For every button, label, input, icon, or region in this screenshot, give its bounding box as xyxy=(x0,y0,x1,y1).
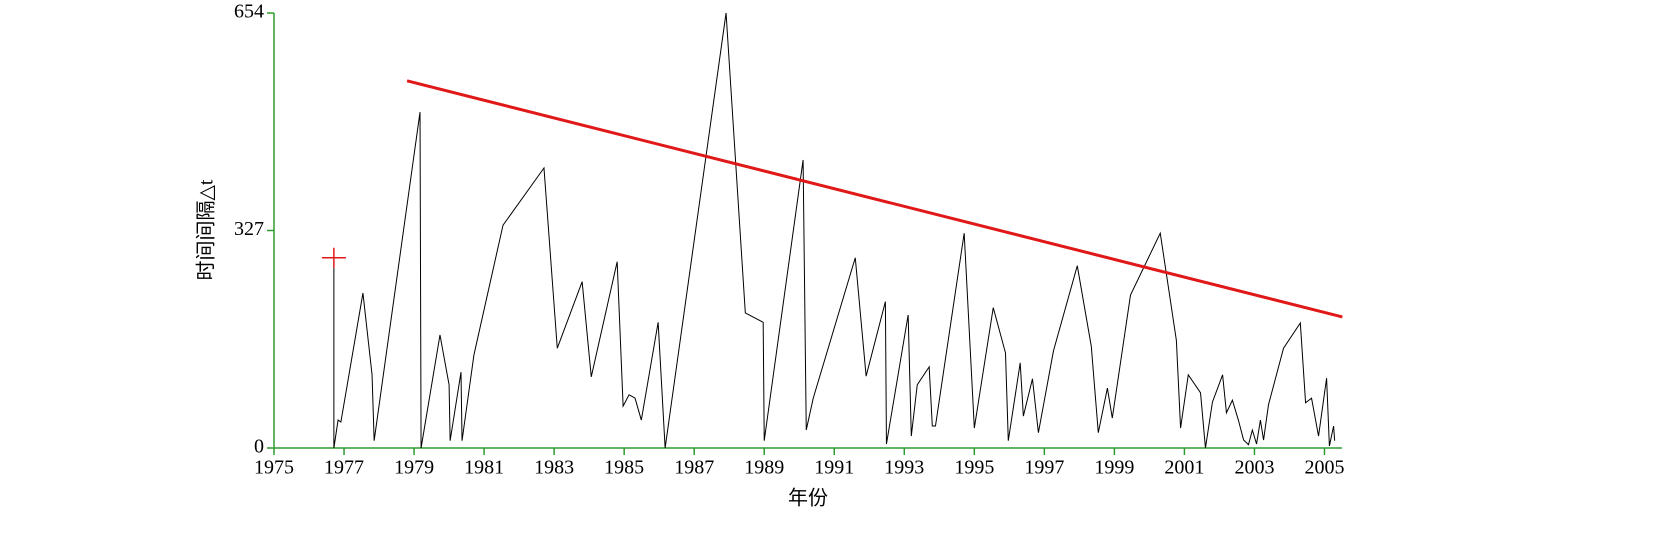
x-tick-label: 1989 xyxy=(744,457,784,479)
x-tick-label: 1987 xyxy=(674,457,714,479)
x-tick-label: 1985 xyxy=(604,457,644,479)
x-tick-label: 1997 xyxy=(1024,457,1064,479)
marker xyxy=(321,247,346,268)
y-tick-label: 327 xyxy=(234,218,264,240)
x-tick-label: 1999 xyxy=(1094,457,1134,479)
x-tick-label: 1977 xyxy=(324,457,364,479)
x-tick-label: 1981 xyxy=(464,457,504,479)
x-tick-label: 1975 xyxy=(254,457,294,479)
x-tick-label: 1991 xyxy=(814,457,854,479)
y-tick-label: 0 xyxy=(254,436,264,458)
x-tick-label: 1979 xyxy=(394,457,434,479)
y-tick-label: 654 xyxy=(234,1,264,23)
x-tick-label: 1995 xyxy=(954,457,994,479)
data-line xyxy=(406,79,1343,319)
y-axis-label: 时间间隔△t xyxy=(195,179,218,280)
data-line xyxy=(333,12,1336,449)
x-tick-label: 1993 xyxy=(884,457,924,479)
x-tick-label: 2005 xyxy=(1304,457,1344,479)
x-tick-label: 2003 xyxy=(1234,457,1274,479)
x-tick-label: 1983 xyxy=(534,457,574,479)
x-tick-label: 2001 xyxy=(1164,457,1204,479)
x-axis-label: 年份 xyxy=(788,487,828,510)
